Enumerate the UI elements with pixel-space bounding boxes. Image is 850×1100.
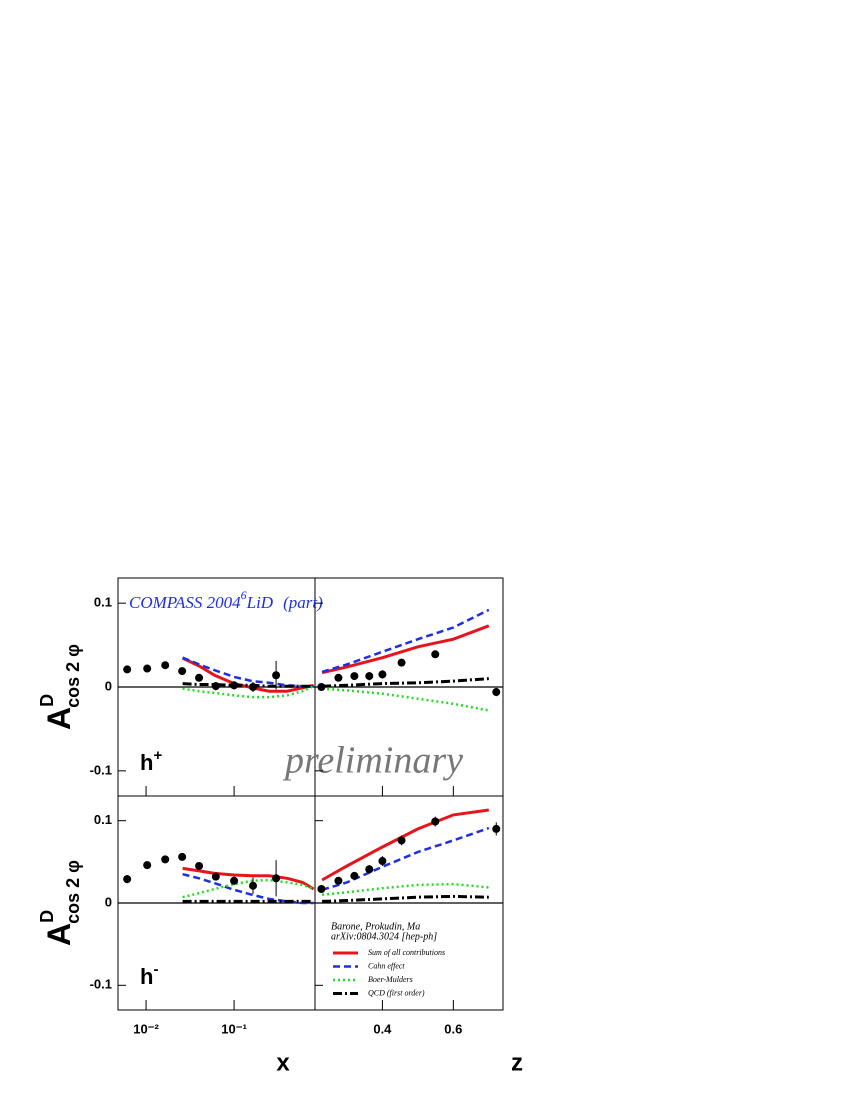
data-point: [178, 667, 187, 676]
legend-entry: Sum of all contributions: [368, 948, 445, 957]
y-label-main: A: [41, 707, 77, 730]
y-tick-label: -0.1: [90, 762, 112, 777]
data-point: [272, 671, 281, 680]
y-axis-label: AD cos 2 φ: [37, 860, 83, 946]
model-curve: [322, 894, 489, 903]
panel-label: h-: [140, 961, 158, 989]
data-point: [317, 683, 326, 691]
model-curve: [182, 656, 314, 688]
y-label-sub: cos 2 φ: [63, 644, 83, 708]
data-point: [365, 672, 374, 681]
x-axis-label: z: [511, 1049, 523, 1076]
legend-entry: QCD (first order): [368, 988, 425, 997]
x-tick-label: 10⁻¹: [221, 1021, 247, 1036]
data-point: [143, 861, 152, 870]
model-curve: [321, 882, 489, 897]
data-point: [492, 824, 501, 833]
data-point: [161, 661, 170, 670]
data-point: [161, 855, 170, 864]
title-text: COMPASS 2004: [129, 593, 241, 612]
model-curve: [321, 826, 490, 891]
data-point: [123, 875, 132, 884]
model-curve: [182, 872, 314, 905]
y-label-main: A: [41, 923, 77, 946]
x-tick-label: 0.4: [373, 1021, 392, 1036]
model-curve: [321, 624, 490, 675]
y-axis-label-text: AD cos 2 φ: [37, 860, 83, 946]
y-label-sup: D: [37, 694, 57, 707]
watermark: preliminary: [282, 740, 463, 782]
panel-label-charge: -: [153, 961, 158, 978]
data-point: [350, 871, 359, 880]
title-sup: 6: [241, 588, 247, 602]
y-tick-label: 0: [105, 678, 112, 693]
data-point: [143, 664, 152, 673]
y-label-sub: cos 2 φ: [63, 860, 83, 924]
data-point: [123, 665, 132, 674]
data-point: [431, 650, 440, 659]
model-curve: [182, 685, 315, 699]
data-point: [249, 881, 258, 890]
model-curve: [321, 808, 490, 882]
model-curve: [182, 878, 315, 899]
data-point: [178, 852, 187, 861]
data-point: [317, 885, 326, 894]
panel-label-text: h: [140, 964, 153, 989]
x-tick-label: 10⁻²: [133, 1021, 159, 1036]
model-curve: [321, 608, 490, 674]
data-point: [350, 672, 359, 681]
data-point: [431, 817, 440, 826]
legend-entry: Boer-Mulders: [368, 975, 413, 984]
data-point: [211, 872, 220, 881]
y-axis-label: AD cos 2 φ: [37, 644, 83, 730]
x-axis-label: x: [276, 1049, 290, 1076]
y-tick-label: 0.1: [94, 595, 112, 610]
data-point: [397, 836, 406, 845]
y-tick-label: 0: [105, 894, 112, 909]
model-curve: [322, 687, 490, 712]
legend-entry: Cahn effect: [368, 961, 405, 970]
panel-label: h+: [140, 747, 162, 775]
frame: [117, 577, 504, 1011]
panel-label-charge: +: [153, 747, 162, 764]
data-point: [211, 682, 220, 691]
data-point: [378, 670, 387, 679]
data-point: [334, 876, 343, 885]
panel-label-text: h: [140, 750, 153, 775]
data-point: [334, 673, 343, 682]
legend-note: arXiv:0804.3024 [hep-ph]: [331, 931, 437, 942]
data-point: [397, 658, 406, 667]
x-tick-label: 0.6: [444, 1021, 462, 1036]
title-text: (part): [283, 593, 323, 612]
title-text: LiD: [246, 593, 274, 612]
title: COMPASS 20046LiD (part): [129, 588, 323, 612]
legend-note: Barone, Prokudin, Ma: [331, 921, 420, 932]
data-point: [272, 874, 281, 883]
data-point: [249, 683, 258, 691]
data-point: [378, 857, 387, 866]
y-tick-label: 0.1: [94, 812, 112, 827]
data-point: [230, 681, 239, 690]
model-curve: [182, 866, 315, 891]
data-point: [195, 861, 204, 870]
data-point: [230, 876, 239, 885]
y-tick-label: -0.1: [90, 977, 112, 992]
model-curve: [322, 677, 489, 688]
data-point: [365, 865, 374, 874]
y-axis-label-text: AD cos 2 φ: [37, 644, 83, 730]
data-point: [492, 688, 501, 697]
data-point: [195, 673, 204, 682]
y-label-sup: D: [37, 910, 57, 923]
